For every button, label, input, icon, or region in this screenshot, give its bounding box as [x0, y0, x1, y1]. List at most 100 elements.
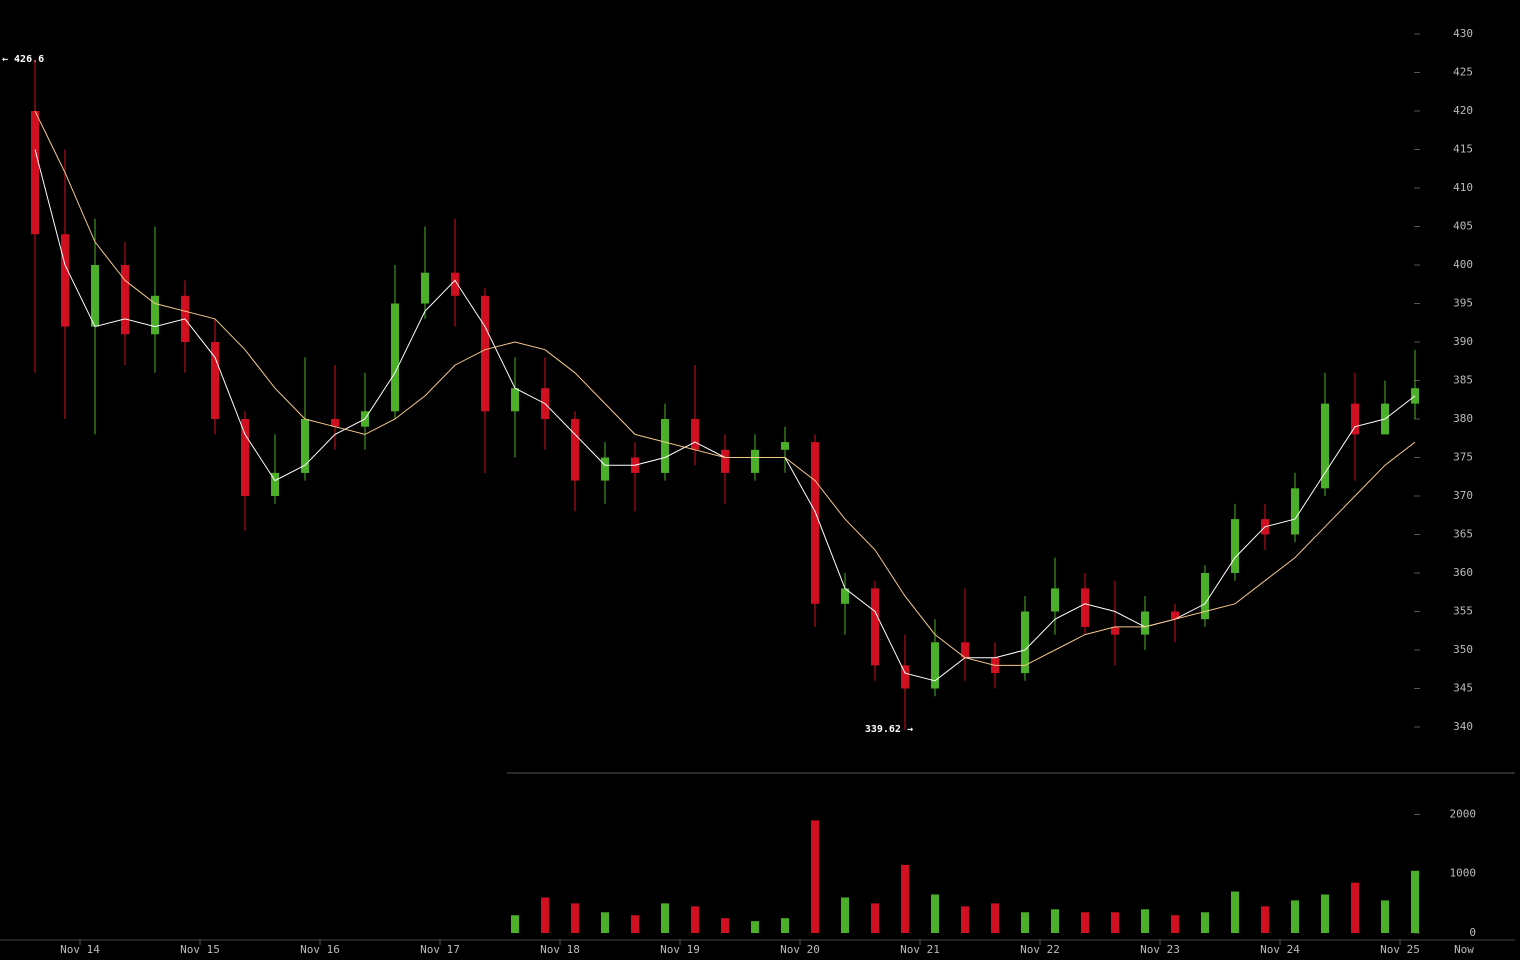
x-tick-label: Nov 19 — [660, 943, 700, 956]
volume-bar — [1231, 891, 1239, 933]
candle-body — [601, 457, 609, 481]
candle-body — [781, 442, 789, 450]
candle-body — [1291, 488, 1299, 535]
candle-body — [901, 665, 909, 689]
volume-bar — [871, 903, 879, 933]
volume-bar — [1291, 900, 1299, 933]
x-tick-label: Nov 17 — [420, 943, 460, 956]
candle-body — [571, 419, 579, 481]
y-tick-label: 425 — [1453, 66, 1473, 79]
y-tick-label: 420 — [1453, 104, 1473, 117]
candle-body — [1231, 519, 1239, 573]
candle-body — [1111, 626, 1119, 635]
y-tick-label: 365 — [1453, 528, 1473, 541]
volume-bar — [1351, 882, 1359, 933]
x-tick-label: Nov 15 — [180, 943, 220, 956]
x-tick-label: Nov 23 — [1140, 943, 1180, 956]
y-tick-label: 355 — [1453, 605, 1473, 618]
x-tick-label: Nov 22 — [1020, 943, 1060, 956]
volume-bar — [961, 906, 969, 933]
candle-body — [61, 234, 69, 327]
x-tick-label: Nov 20 — [780, 943, 820, 956]
candle-body — [451, 272, 459, 296]
volume-bar — [781, 918, 789, 933]
candle-body — [1141, 611, 1149, 635]
high-label: ← 426.6 — [2, 54, 44, 65]
y-tick-label: 390 — [1453, 335, 1473, 348]
candle-body — [661, 419, 669, 473]
volume-bar — [631, 915, 639, 933]
candle-body — [301, 419, 309, 473]
volume-bar — [601, 912, 609, 933]
candle-body — [1351, 403, 1359, 435]
y-tick-label: 340 — [1453, 720, 1473, 733]
x-tick-label: Nov 25 — [1380, 943, 1420, 956]
candle-body — [331, 419, 339, 427]
volume-bar — [571, 903, 579, 933]
volume-bar — [1411, 870, 1419, 933]
candle-body — [751, 449, 759, 473]
volume-tick-label: 0 — [1469, 926, 1476, 939]
y-tick-label: 360 — [1453, 566, 1473, 579]
y-tick-label: 410 — [1453, 181, 1473, 194]
volume-bar — [811, 820, 819, 933]
x-tick-label: Nov 21 — [900, 943, 940, 956]
y-tick-label: 405 — [1453, 220, 1473, 233]
candle-body — [271, 472, 279, 496]
volume-bar — [751, 921, 759, 933]
y-tick-label: 375 — [1453, 451, 1473, 464]
candle-body — [1171, 611, 1179, 620]
y-tick-label: 350 — [1453, 643, 1473, 656]
low-label: 339.62 → — [865, 724, 913, 735]
candle-body — [721, 449, 729, 473]
y-tick-label: 415 — [1453, 143, 1473, 156]
volume-bar — [691, 906, 699, 933]
volume-bar — [511, 915, 519, 933]
volume-bar — [931, 894, 939, 933]
candle-body — [961, 642, 969, 658]
candle-body — [1051, 588, 1059, 612]
y-tick-label: 380 — [1453, 412, 1473, 425]
volume-bar — [1171, 915, 1179, 933]
x-tick-label: Nov 14 — [60, 943, 100, 956]
volume-bar — [721, 918, 729, 933]
volume-tick-label: 1000 — [1450, 867, 1477, 880]
volume-bar — [901, 864, 909, 933]
candle-body — [151, 295, 159, 335]
volume-bar — [1321, 894, 1329, 933]
volume-bar — [991, 903, 999, 933]
volume-bar — [1111, 912, 1119, 933]
volume-bar — [661, 903, 669, 933]
candle-body — [1201, 573, 1209, 620]
volume-bar — [1021, 912, 1029, 933]
candle-body — [421, 272, 429, 304]
volume-bar — [1261, 906, 1269, 933]
candle-body — [511, 388, 519, 412]
x-tick-label: Nov 24 — [1260, 943, 1300, 956]
moving-average — [34, 110, 1416, 666]
volume-bar — [541, 897, 549, 933]
y-tick-label: 400 — [1453, 258, 1473, 271]
volume-bar — [1201, 912, 1209, 933]
candle-body — [841, 588, 849, 604]
candle-body — [391, 303, 399, 412]
y-tick-label: 430 — [1453, 27, 1473, 40]
volume-bar — [1141, 909, 1149, 933]
candle-body — [1021, 611, 1029, 674]
candle-body — [811, 442, 819, 604]
x-tick-label: Nov 18 — [540, 943, 580, 956]
candle-body — [241, 419, 249, 496]
now-label: Now — [1454, 943, 1474, 956]
y-tick-label: 395 — [1453, 297, 1473, 310]
volume-bar — [1081, 912, 1089, 933]
volume-tick-label: 2000 — [1450, 807, 1477, 820]
candle-body — [1321, 403, 1329, 489]
candle-body — [211, 342, 219, 419]
candle-body — [691, 419, 699, 450]
candle-body — [481, 295, 489, 412]
y-tick-label: 345 — [1453, 682, 1473, 695]
candle-body — [931, 642, 939, 689]
y-tick-label: 370 — [1453, 489, 1473, 502]
y-tick-label: 385 — [1453, 374, 1473, 387]
